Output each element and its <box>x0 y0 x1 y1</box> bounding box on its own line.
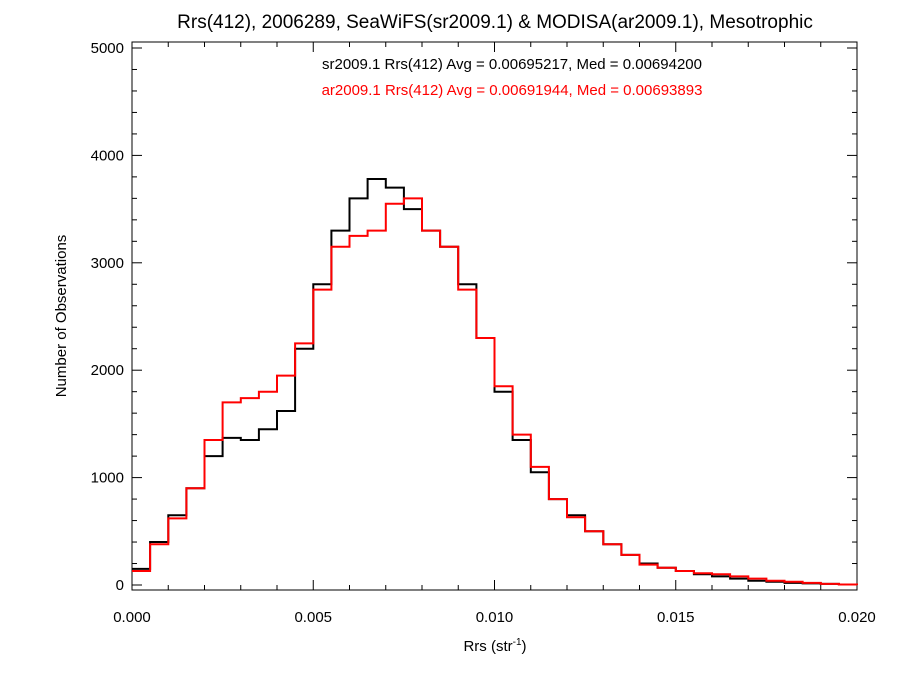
y-tick-label: 4000 <box>91 147 124 164</box>
y-axis-label: Number of Observations <box>53 235 70 398</box>
y-tick-label: 0 <box>116 577 124 594</box>
y-tick-label: 3000 <box>91 255 124 272</box>
x-tick-label: 0.015 <box>657 609 695 626</box>
series-ar2009-line <box>132 197 858 586</box>
y-axis: 0 1000 2000 3000 4000 5000 <box>91 40 857 594</box>
x-tick-label: 0.020 <box>838 609 876 626</box>
series-layer <box>132 178 858 586</box>
annotation-sr2009: sr2009.1 Rrs(412) Avg = 0.00695217, Med … <box>322 56 702 73</box>
chart-title: Rrs(412), 2006289, SeaWiFS(sr2009.1) & M… <box>177 12 813 33</box>
plot-frame <box>131 41 858 591</box>
series-sr2009-line <box>132 178 858 586</box>
x-axis-label: Rrs (str-1) <box>463 637 526 655</box>
y-tick-label: 5000 <box>91 40 124 57</box>
x-tick-label: 0.000 <box>113 609 151 626</box>
annotation-ar2009: ar2009.1 Rrs(412) Avg = 0.00691944, Med … <box>322 82 703 99</box>
y-tick-label: 2000 <box>91 362 124 379</box>
x-axis: 0.000 0.005 0.010 0.015 0.020 <box>113 42 876 626</box>
x-tick-label: 0.010 <box>476 609 514 626</box>
y-tick-label: 1000 <box>91 470 124 487</box>
x-tick-label: 0.005 <box>294 609 332 626</box>
